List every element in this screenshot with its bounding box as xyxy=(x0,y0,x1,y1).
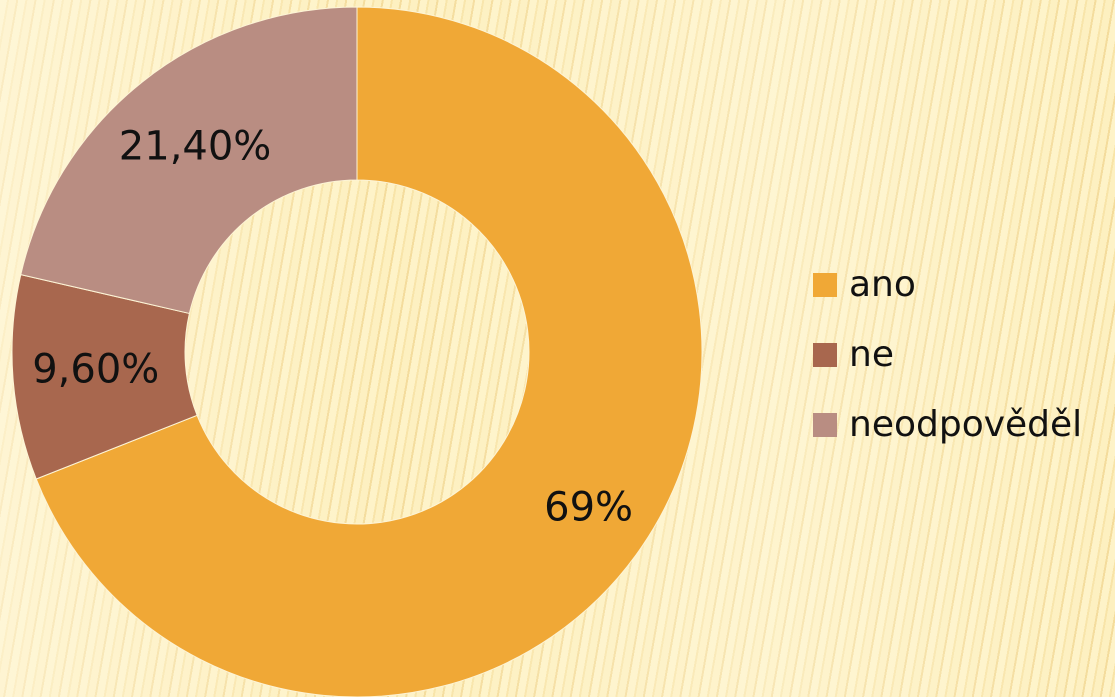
slice-label-neodpověděl: 21,40% xyxy=(119,124,272,170)
chart-legend: ano ne neodpověděl xyxy=(813,250,1113,460)
slice-label-ne: 9,60% xyxy=(32,347,159,393)
slice-ano xyxy=(35,6,703,697)
legend-item-ne: ne xyxy=(813,320,1113,390)
legend-swatch xyxy=(813,343,837,367)
legend-swatch xyxy=(813,273,837,297)
chart-slices xyxy=(11,6,703,697)
legend-label: ne xyxy=(849,334,894,375)
chart-slice-labels: 69% 9,60% 21,40% xyxy=(32,124,633,531)
legend-swatch xyxy=(813,413,837,437)
legend-item-ano: ano xyxy=(813,250,1113,320)
slice-label-ano: 69% xyxy=(544,484,633,530)
slice-neodpověděl xyxy=(20,6,358,315)
legend-label: neodpověděl xyxy=(849,404,1083,445)
legend-label: ano xyxy=(849,264,916,305)
legend-item-neodpověděl: neodpověděl xyxy=(813,390,1113,460)
